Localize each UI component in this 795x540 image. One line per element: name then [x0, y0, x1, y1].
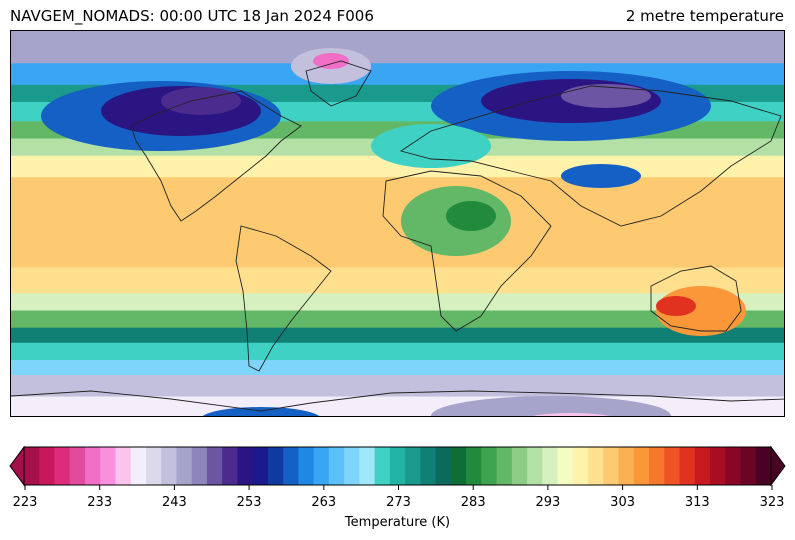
- colorbar-cell: [115, 447, 132, 485]
- canada-deep-cold: [161, 87, 241, 115]
- eurasia-coast: [399, 85, 782, 227]
- lat-band-10: [11, 310, 784, 329]
- colorbar-tick-label: 293: [535, 495, 561, 510]
- map-svg: [11, 31, 784, 416]
- temperature-map: [10, 30, 785, 417]
- africa-core-green: [446, 201, 496, 231]
- coastlines: [11, 60, 784, 412]
- lat-band-14: [11, 375, 784, 397]
- colorbar-tick-label: 303: [610, 495, 636, 510]
- colorbar-cell: [389, 447, 406, 485]
- colorbar-cell: [725, 447, 742, 485]
- colorbar-cell: [24, 447, 40, 485]
- temperature-regions: [41, 48, 746, 416]
- colorbar-tick-label: 233: [87, 495, 113, 510]
- colorbar-cell: [755, 447, 772, 485]
- south-america-coast: [235, 225, 332, 372]
- antarctica-core: [531, 413, 611, 416]
- colorbar-cell: [511, 447, 528, 485]
- tibet-cold: [561, 164, 641, 188]
- colorbar-cell: [618, 447, 635, 485]
- colorbar-tick-label: 313: [684, 495, 710, 510]
- colorbar-cell: [176, 447, 193, 485]
- lat-band-13: [11, 359, 784, 376]
- colorbar-cell: [710, 447, 726, 485]
- colorbar-outline: [23, 446, 772, 486]
- lat-band-8: [11, 267, 784, 294]
- north-america-coast: [130, 90, 302, 222]
- colorbar-cell: [542, 447, 559, 485]
- colorbar-cell: [328, 447, 345, 485]
- australia-coast: [650, 265, 742, 332]
- colorbar-cell: [481, 447, 498, 485]
- colorbar-cell: [359, 447, 376, 485]
- plot-title-right: 2 metre temperature: [625, 7, 784, 25]
- colorbar: [9, 446, 786, 490]
- africa-coast: [382, 170, 552, 332]
- greenland-core: [313, 53, 349, 69]
- colorbar-cell: [466, 447, 482, 485]
- colorbar-cell: [313, 447, 330, 485]
- antarctica-west: [202, 407, 320, 416]
- colorbar-low-arrow: [9, 446, 25, 487]
- colorbar-cell: [557, 447, 574, 485]
- colorbar-cell: [572, 447, 589, 485]
- australia-core-hot: [656, 296, 696, 316]
- colorbar-tick-label: 243: [161, 495, 187, 510]
- lat-band-12: [11, 342, 784, 361]
- colorbar-cell: [222, 447, 238, 485]
- colorbar-cell: [527, 447, 543, 485]
- siberia-deep-cold: [561, 84, 651, 108]
- colorbar-cell: [298, 447, 315, 485]
- colorbar-cell: [145, 447, 162, 485]
- colorbar-cell: [54, 447, 71, 485]
- colorbar-tick-label: 283: [460, 495, 486, 510]
- colorbar-cell: [649, 447, 665, 485]
- lat-band-7: [11, 177, 784, 268]
- colorbar-cell: [694, 447, 711, 485]
- colorbar-cell: [267, 447, 284, 485]
- colorbar-cell: [740, 447, 757, 485]
- colorbar-cell: [237, 447, 254, 485]
- colorbar-cell: [496, 447, 513, 485]
- colorbar-cell: [405, 447, 421, 485]
- lat-band-0: [11, 31, 784, 64]
- colorbar-cell: [252, 447, 269, 485]
- colorbar-cell: [435, 447, 452, 485]
- antarctica-cold: [431, 396, 671, 416]
- colorbar-cell: [679, 447, 696, 485]
- colorbar-cell: [374, 447, 391, 485]
- colorbar-cell: [450, 447, 467, 485]
- greenland-coast: [305, 60, 372, 107]
- colorbar-cell: [664, 447, 681, 485]
- colorbar-cell: [84, 447, 101, 485]
- lat-band-11: [11, 327, 784, 344]
- colorbar-tick-label: 263: [311, 495, 337, 510]
- colorbar-tick-label: 323: [759, 495, 785, 510]
- colorbar-cell: [603, 447, 620, 485]
- colorbar-tick-label: 223: [12, 495, 38, 510]
- colorbar-cell: [588, 447, 604, 485]
- colorbar-high-arrow: [770, 446, 786, 487]
- colorbar-tick-label: 273: [386, 495, 411, 510]
- colorbar-cell: [69, 447, 86, 485]
- colorbar-cell: [633, 447, 650, 485]
- colorbar-tick-label: 253: [236, 495, 262, 510]
- colorbar-ticks: [24, 485, 773, 490]
- colorbar-cells: [24, 447, 772, 485]
- colorbar-cell: [191, 447, 208, 485]
- colorbar-cell: [420, 447, 437, 485]
- antarctica-coast: [11, 390, 784, 412]
- europe-region: [371, 124, 491, 168]
- colorbar-cell: [39, 447, 55, 485]
- colorbar-cell: [161, 447, 177, 485]
- colorbar-cell: [344, 447, 360, 485]
- lat-band-9: [11, 293, 784, 311]
- colorbar-cell: [100, 447, 116, 485]
- colorbar-label: Temperature (K): [344, 515, 451, 530]
- plot-title-left: NAVGEM_NOMADS: 00:00 UTC 18 Jan 2024 F00…: [10, 7, 374, 25]
- colorbar-cell: [206, 447, 223, 485]
- colorbar-cell: [130, 447, 147, 485]
- colorbar-cell: [283, 447, 299, 485]
